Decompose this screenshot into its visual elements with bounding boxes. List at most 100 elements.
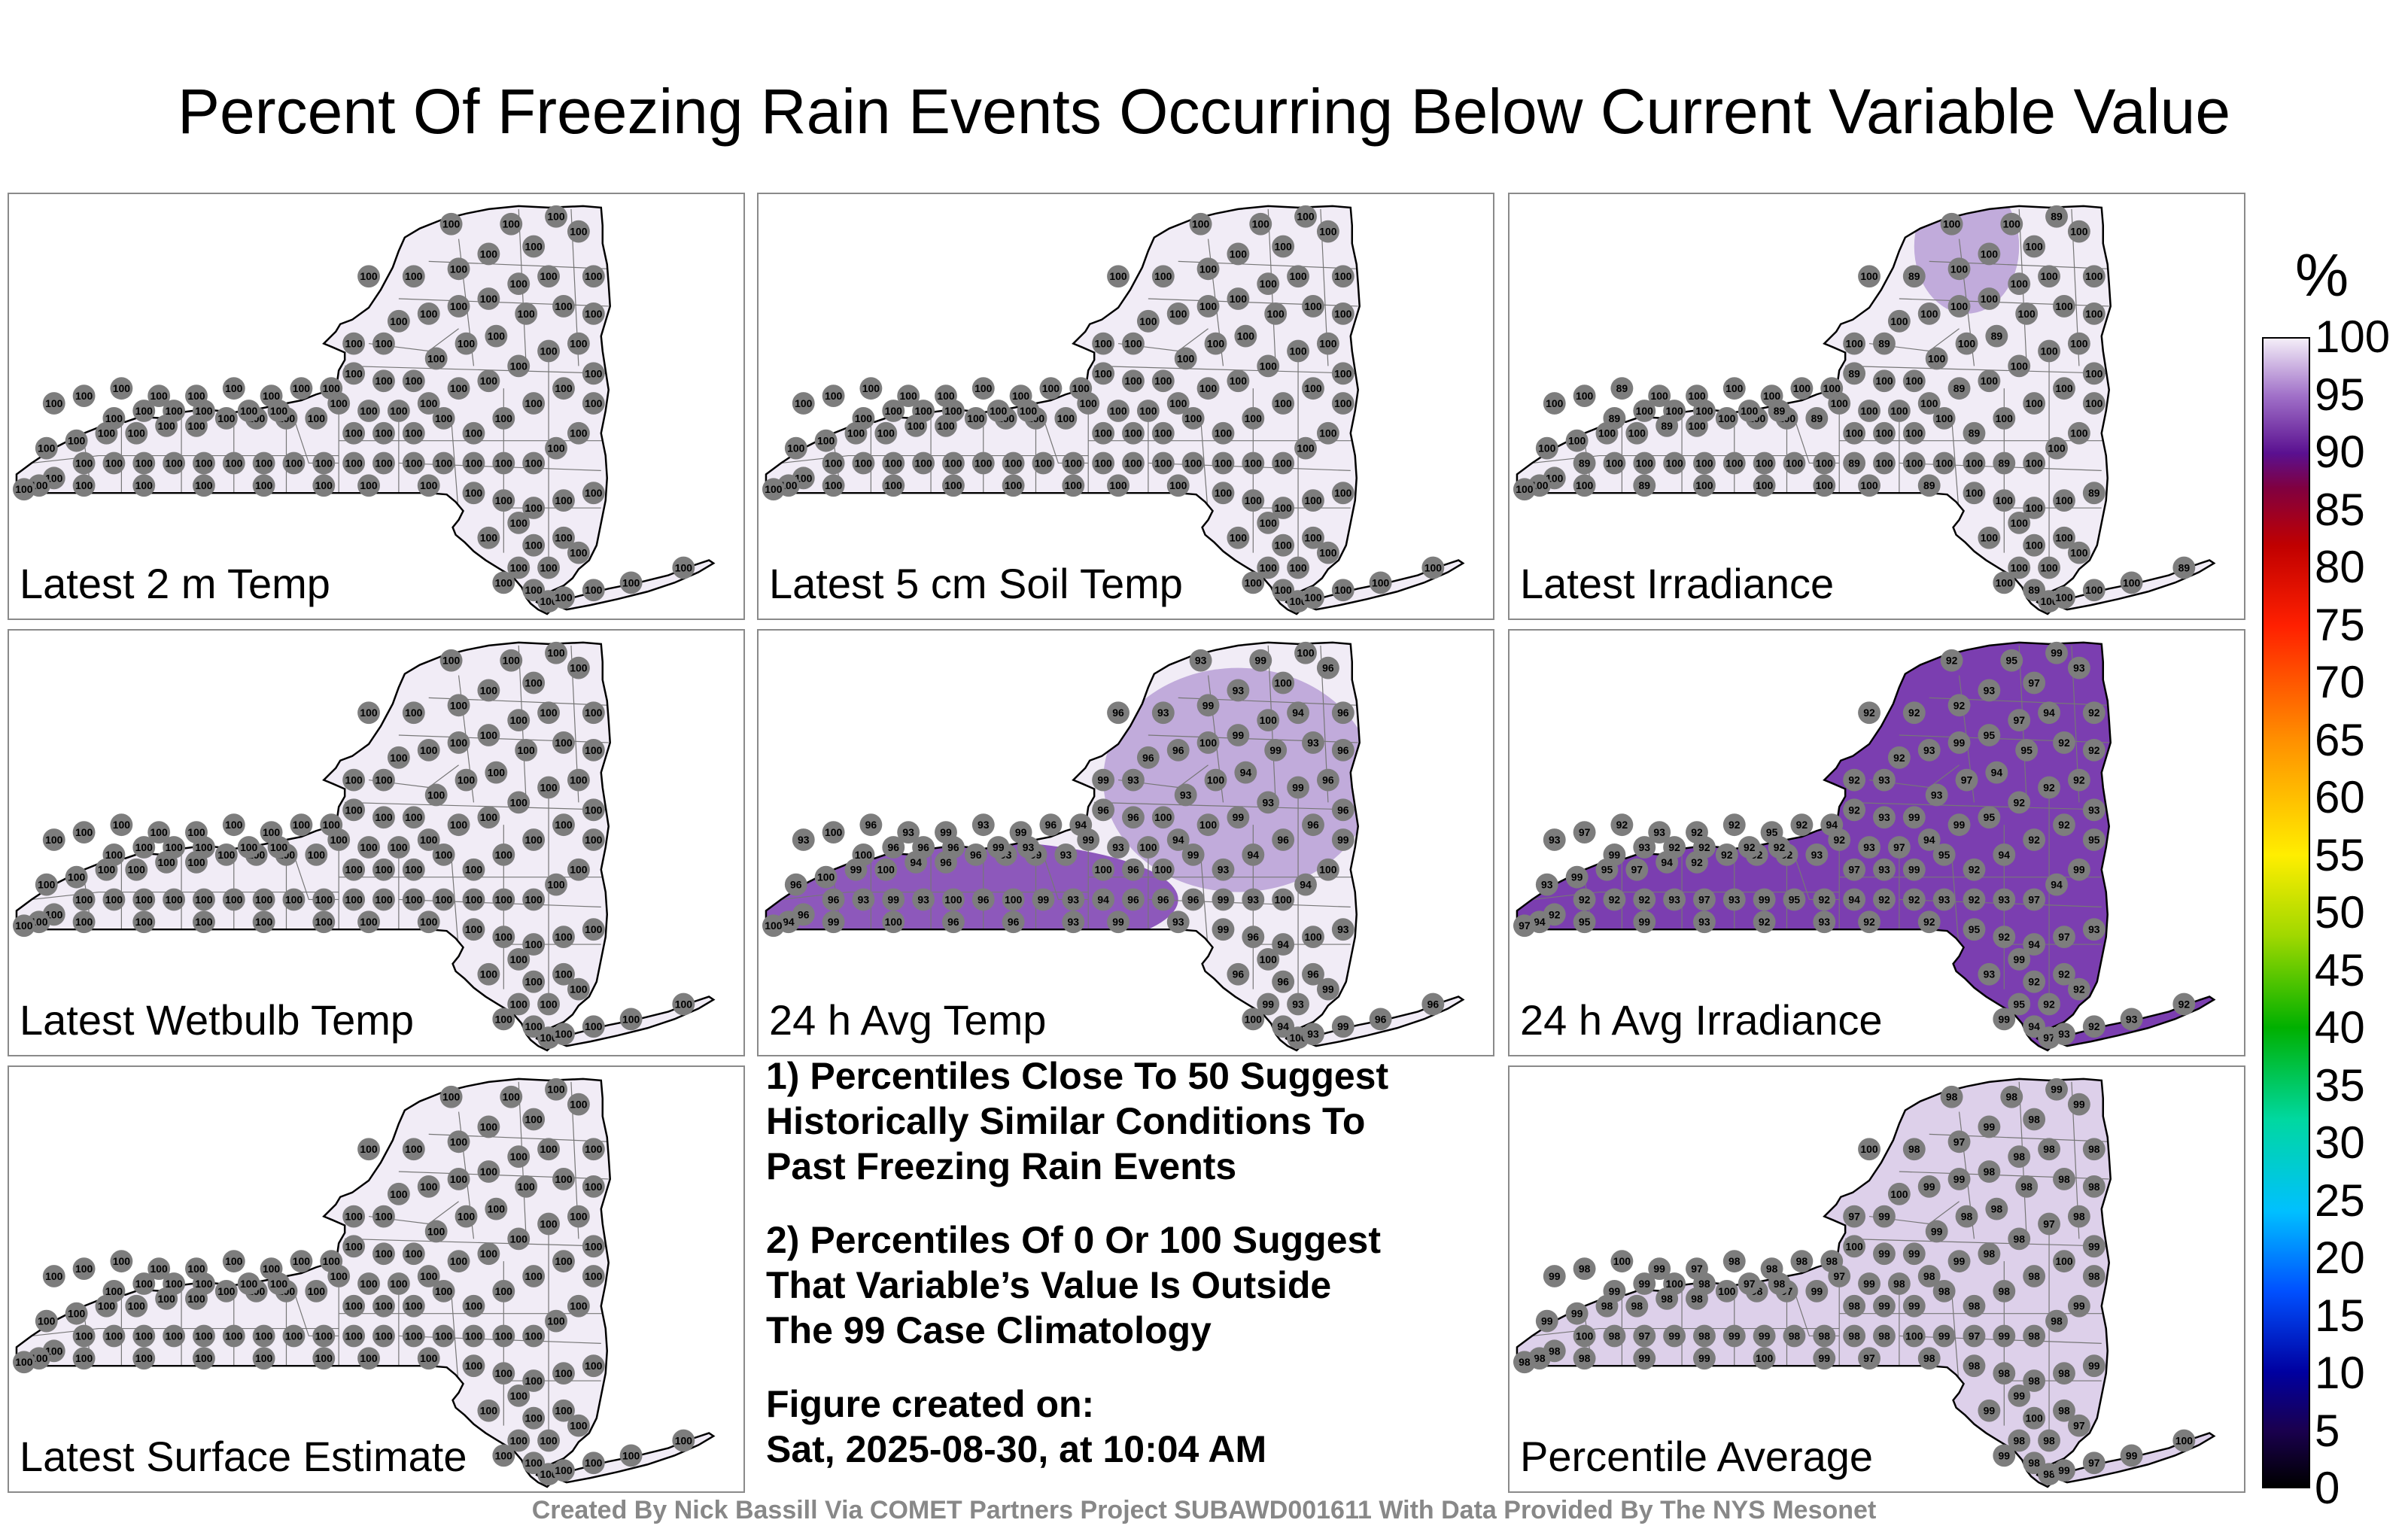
station-marker	[2067, 541, 2090, 564]
station-value: 98	[2013, 1233, 2025, 1245]
station-value: 100	[555, 1464, 573, 1476]
station-marker	[1107, 400, 1130, 422]
colorbar-tick-label: 100	[2315, 312, 2391, 362]
station-marker	[1136, 836, 1160, 859]
station-value: 100	[1725, 457, 1744, 469]
station-marker	[372, 1294, 395, 1318]
station-value: 100	[1095, 457, 1113, 469]
station-value: 100	[390, 315, 408, 327]
station-value: 100	[1860, 405, 1878, 417]
station-marker	[2082, 579, 2105, 602]
station-marker	[1947, 694, 1971, 717]
station-marker	[2008, 556, 2031, 579]
station-marker	[2082, 1451, 2105, 1475]
station-marker	[522, 1406, 546, 1430]
station-value: 100	[1065, 479, 1083, 491]
station-marker	[537, 556, 560, 579]
station-marker	[222, 377, 245, 400]
station-marker	[1722, 1250, 1746, 1273]
station-marker	[537, 1429, 560, 1452]
station-value: 100	[1245, 412, 1263, 424]
station-marker	[222, 1250, 245, 1273]
colorbar-tick-label: 30	[2315, 1117, 2365, 1168]
station-value: 100	[1756, 479, 1774, 491]
station-value: 100	[1154, 811, 1172, 823]
station-marker	[132, 400, 156, 422]
station-value: 93	[1811, 849, 1823, 861]
station-value: 98	[1601, 1300, 1613, 1312]
station-value: 100	[1319, 864, 1337, 876]
station-marker	[537, 265, 560, 288]
station-marker	[2008, 1227, 2031, 1251]
station-marker	[2008, 992, 2031, 1016]
station-value: 99	[1728, 1330, 1741, 1342]
station-value: 100	[570, 338, 588, 350]
station-marker	[552, 1399, 575, 1422]
station-value: 92	[1923, 916, 1935, 928]
station-marker	[1242, 843, 1265, 866]
station-value: 95	[1601, 864, 1613, 876]
station-marker	[1603, 406, 1626, 430]
station-marker	[1122, 888, 1145, 911]
station-value: 93	[2058, 1028, 2070, 1040]
station-value: 100	[1260, 953, 1278, 965]
station-value: 100	[525, 1020, 543, 1032]
station-value: 100	[45, 397, 63, 409]
station-marker	[537, 701, 560, 725]
station-marker	[1369, 571, 1392, 594]
station-value: 100	[375, 427, 393, 439]
station-marker	[1978, 1399, 2001, 1422]
station-value: 100	[885, 916, 903, 928]
station-marker	[2067, 858, 2090, 881]
station-value: 100	[510, 714, 528, 726]
station-value: 93	[1180, 789, 1192, 801]
station-value: 100	[2048, 442, 2066, 454]
station-marker	[252, 888, 275, 911]
station-marker	[971, 888, 995, 911]
station-value: 95	[2006, 655, 2018, 667]
colorbar-tick-label: 95	[2315, 369, 2365, 420]
station-marker	[507, 556, 531, 579]
station-marker	[552, 586, 575, 609]
station-value: 96	[1375, 1013, 1387, 1025]
station-value: 97	[2073, 1420, 2085, 1432]
station-marker	[455, 1205, 478, 1228]
station-value: 98	[2028, 1113, 2040, 1125]
station-marker	[1249, 649, 1272, 672]
station-value: 100	[585, 804, 603, 816]
station-value: 100	[330, 1270, 348, 1282]
long-island-outline	[549, 1432, 716, 1484]
station-marker	[1902, 421, 1926, 445]
station-marker	[1947, 1250, 1971, 1273]
station-value: 100	[1334, 367, 1352, 379]
station-marker	[2082, 1265, 2105, 1287]
station-marker	[1166, 910, 1190, 934]
station-value: 100	[315, 457, 333, 469]
station-marker	[507, 354, 531, 378]
station-marker	[1902, 1294, 1926, 1318]
station-value: 100	[285, 893, 303, 905]
station-marker	[567, 977, 590, 1001]
station-value: 93	[1698, 916, 1710, 928]
station-value: 100	[495, 1330, 513, 1342]
station-value: 100	[1184, 457, 1202, 469]
station-value: 89	[2178, 561, 2191, 573]
station-value: 100	[570, 864, 588, 876]
station-value: 92	[1698, 841, 1710, 853]
station-marker	[1843, 1324, 1866, 1348]
station-marker	[1603, 1324, 1626, 1348]
station-marker	[163, 1324, 186, 1348]
station-value: 92	[2043, 998, 2055, 1010]
station-marker	[1648, 821, 1671, 843]
station-value: 100	[360, 916, 378, 928]
station-marker	[193, 1347, 215, 1370]
station-marker	[387, 836, 410, 859]
station-value: 100	[555, 494, 573, 506]
station-marker	[522, 1108, 546, 1131]
station-marker	[193, 1324, 215, 1348]
station-value: 100	[1816, 457, 1834, 469]
station-marker	[2120, 1444, 2143, 1467]
station-value: 100	[1905, 427, 1923, 439]
station-marker	[1092, 858, 1115, 881]
station-marker	[237, 1272, 260, 1295]
